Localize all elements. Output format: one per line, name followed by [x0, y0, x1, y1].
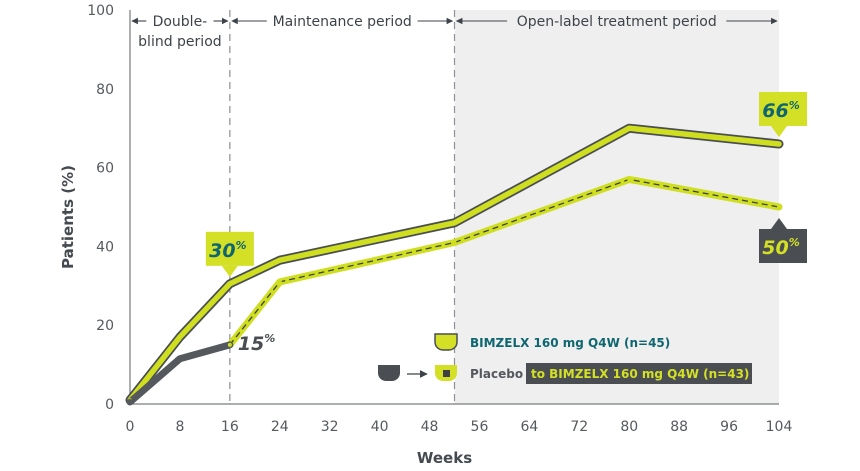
x-tick-label: 8: [175, 419, 184, 435]
point-placebo-switch: [227, 342, 232, 347]
legend-label-bimzelx: BIMZELX 160 mg Q4W (n=45): [470, 336, 670, 350]
annotation-label: 15%: [238, 332, 275, 355]
point-placebo-switch: [777, 205, 781, 209]
x-tick-label: 104: [766, 419, 793, 435]
y-tick-label: 100: [87, 3, 114, 19]
line-placebo: [126, 341, 234, 406]
x-tick-label: 96: [720, 419, 738, 435]
period-shading-2: [454, 10, 779, 404]
annotation-66: 66%: [759, 91, 807, 137]
point-bimzelx: [452, 220, 457, 225]
x-tick-label: 24: [271, 419, 289, 435]
y-tick-label: 40: [96, 239, 114, 255]
x-tick-label: 88: [670, 419, 688, 435]
x-tick-label: 0: [126, 419, 135, 435]
legend-label-placebo: Placebo: [470, 367, 523, 381]
annotation-box: [759, 229, 807, 263]
point-bimzelx: [627, 126, 632, 130]
y-tick-label: 60: [96, 161, 114, 177]
point-bimzelx: [277, 258, 282, 262]
point-placebo: [176, 355, 183, 362]
x-tick-label: 32: [321, 419, 339, 435]
x-tick-label: 72: [570, 419, 588, 435]
period-label: Open-label treatment period: [517, 14, 717, 30]
annotation-pointer: [771, 125, 787, 137]
legend-icon-bimzelx: [434, 333, 458, 351]
legend-label-switch-bg: [526, 363, 752, 384]
x-tick-label: 56: [471, 419, 489, 435]
point-bimzelx: [777, 142, 781, 146]
x-tick-label: 64: [520, 419, 538, 435]
y-tick-label: 80: [96, 82, 114, 98]
annotation-15: 15%: [238, 332, 275, 355]
y-tick-label: 0: [105, 397, 114, 413]
legend-icon-switch-marker: [443, 370, 450, 377]
annotation-label: 50%: [762, 236, 799, 259]
y-axis-title: Patients (%): [59, 165, 77, 269]
x-axis-title: Weeks: [417, 449, 472, 467]
x-tick-label: 48: [421, 419, 439, 435]
point-placebo-switch: [452, 240, 457, 245]
point-bimzelx: [228, 282, 232, 286]
annotation-pointer: [771, 218, 787, 229]
period-label: Maintenance period: [273, 14, 412, 30]
annotation-pointer: [221, 265, 238, 277]
annotation-30: 30%: [205, 231, 254, 277]
point-placebo: [127, 399, 133, 406]
annotation-box: [759, 91, 807, 126]
y-tick-label: 20: [96, 318, 114, 334]
line-placebo-switch-dash: [229, 178, 780, 346]
x-tick-label: 40: [371, 419, 389, 435]
legend-label-switch: to BIMZELX 160 mg Q4W (n=43): [531, 367, 749, 381]
x-tick-label: 80: [620, 419, 638, 435]
legend-icon-placebo: [378, 365, 400, 381]
annotation-label: 66%: [762, 99, 799, 122]
x-tick-label: 16: [221, 419, 239, 435]
annotation-label: 30%: [209, 239, 246, 262]
annotation-box: [205, 231, 254, 266]
period-label: Double-blind period: [138, 14, 221, 50]
annotation-50: 50%: [759, 218, 807, 263]
point-bimzelx: [178, 335, 182, 339]
point-placebo-switch: [277, 279, 282, 284]
point-placebo-switch: [627, 177, 632, 182]
